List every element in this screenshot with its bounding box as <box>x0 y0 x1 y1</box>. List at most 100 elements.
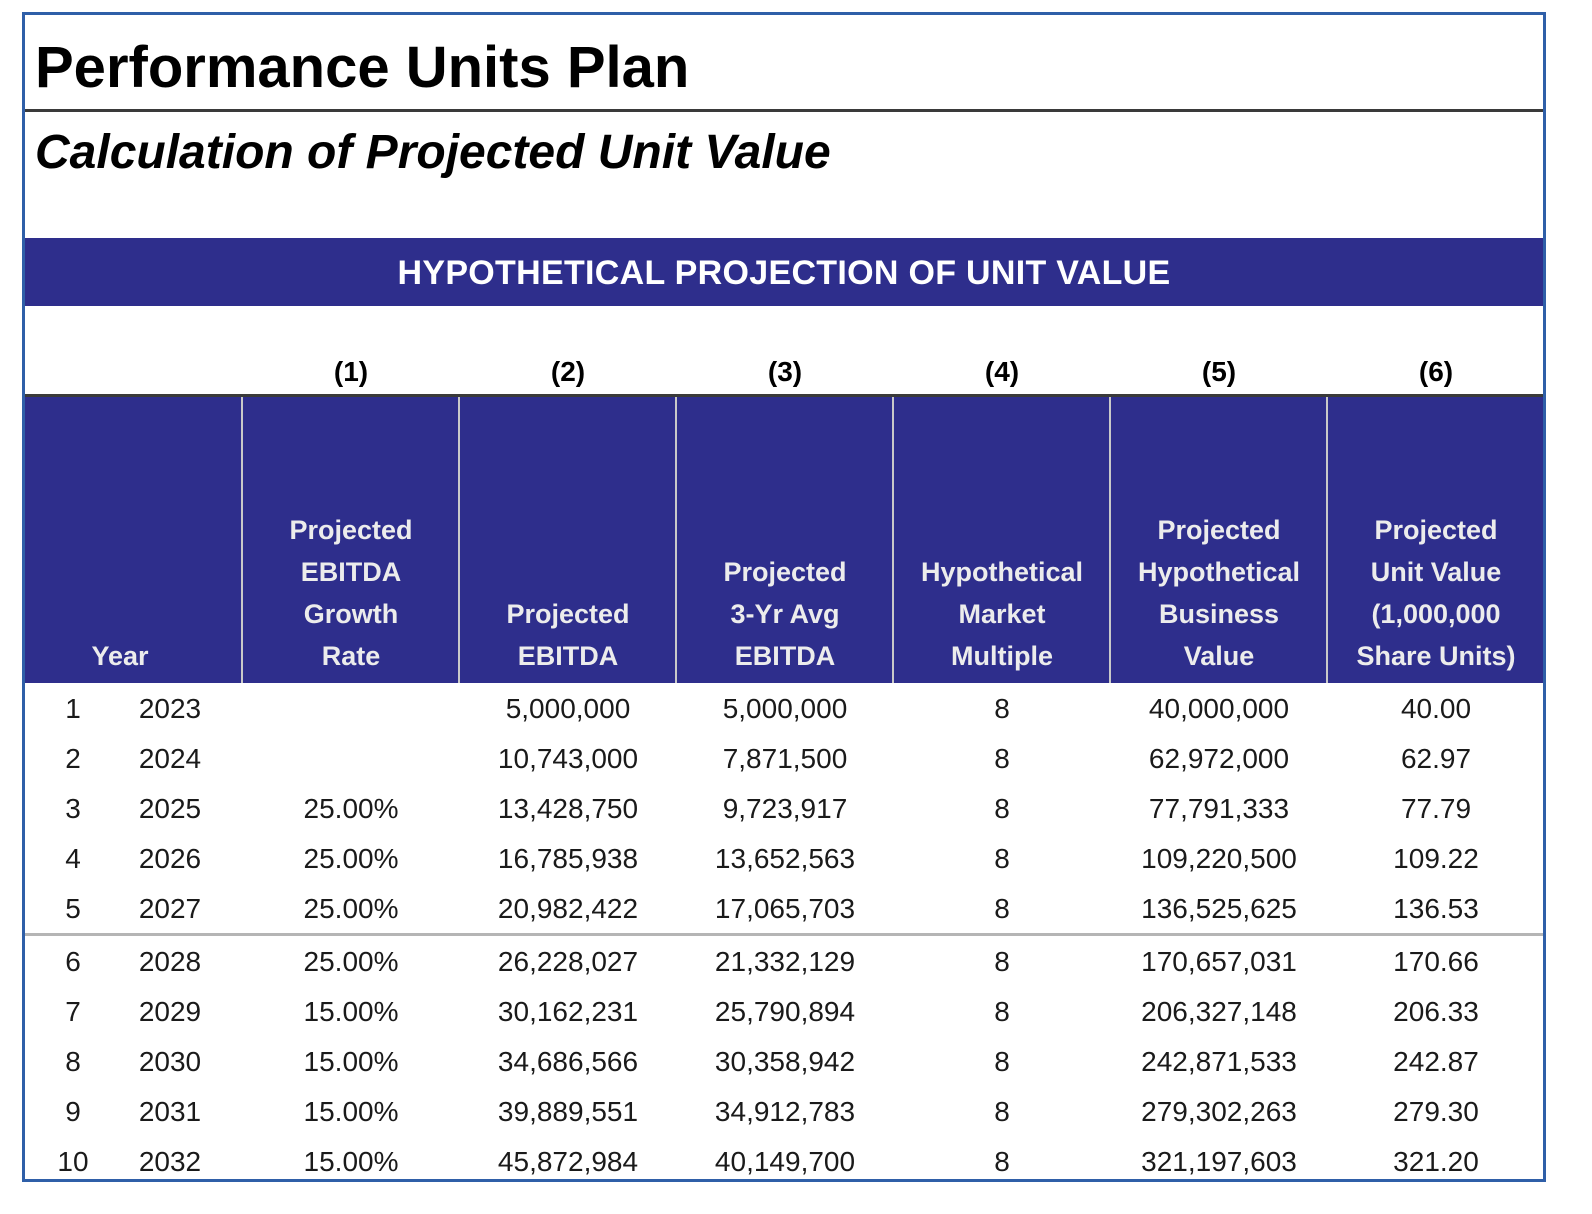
avg-ebitda-cell: 25,790,894 <box>714 996 856 1027</box>
column-number-5: (5) <box>1201 356 1237 387</box>
growth-rate-cell: 25.00% <box>303 793 399 824</box>
table-row: 4 2026 25.00% 16,785,938 13,652,563 8 10… <box>25 833 1543 883</box>
table-row: 5 2027 25.00% 20,982,422 17,065,703 8 13… <box>25 883 1543 933</box>
ebitda-cell: 26,228,027 <box>497 946 639 977</box>
header-line: EBITDA <box>734 641 836 671</box>
row-year: 2024 <box>138 743 202 774</box>
header-growth-rate: Projected EBITDA Growth Rate <box>243 509 459 677</box>
row-index: 5 <box>65 893 81 924</box>
row-year: 2028 <box>138 946 202 977</box>
column-number-4: (4) <box>984 356 1020 387</box>
row-index: 3 <box>65 793 81 824</box>
unit-value-cell: 206.33 <box>1393 996 1479 1027</box>
unit-value-cell: 279.30 <box>1393 1096 1479 1127</box>
avg-ebitda-cell: 5,000,000 <box>722 693 848 724</box>
ebitda-cell: 20,982,422 <box>497 893 639 924</box>
multiple-cell: 8 <box>994 1096 1010 1127</box>
table-row: 3 2025 25.00% 13,428,750 9,723,917 8 77,… <box>25 783 1543 833</box>
growth-rate-cell: 15.00% <box>303 996 399 1027</box>
table-row: 10 2032 15.00% 45,872,984 40,149,700 8 3… <box>25 1136 1543 1179</box>
title-divider <box>25 109 1543 112</box>
header-line: (1,000,000 <box>1371 599 1501 629</box>
ebitda-cell: 39,889,551 <box>497 1096 639 1127</box>
ebitda-cell: 45,872,984 <box>497 1146 639 1177</box>
growth-rate-cell: 25.00% <box>303 893 399 924</box>
ebitda-cell: 13,428,750 <box>497 793 639 824</box>
multiple-cell: 8 <box>994 946 1010 977</box>
growth-rate-cell: 15.00% <box>303 1046 399 1077</box>
business-value-cell: 77,791,333 <box>1148 793 1290 824</box>
header-line: 3-Yr Avg <box>730 599 840 629</box>
page-title: Performance Units Plan <box>35 35 690 100</box>
header-line: Hypothetical <box>1137 557 1301 587</box>
header-divider <box>458 397 460 683</box>
unit-value-cell: 170.66 <box>1393 946 1479 977</box>
header-line: Unit Value <box>1370 557 1502 587</box>
row-index: 2 <box>65 743 81 774</box>
multiple-cell: 8 <box>994 893 1010 924</box>
header-line: Projected <box>1374 515 1498 545</box>
multiple-cell: 8 <box>994 1046 1010 1077</box>
unit-value-cell: 136.53 <box>1393 893 1479 924</box>
business-value-cell: 109,220,500 <box>1141 843 1297 874</box>
table-header: Year Projected EBITDA Growth Rate Projec… <box>25 397 1543 683</box>
growth-rate-cell <box>243 683 459 733</box>
multiple-cell: 8 <box>994 843 1010 874</box>
column-number-6: (6) <box>1418 356 1454 387</box>
header-unit-value: Projected Unit Value (1,000,000 Share Un… <box>1328 509 1543 677</box>
header-line: Rate <box>321 641 381 671</box>
header-divider <box>1326 397 1328 683</box>
multiple-cell: 8 <box>994 743 1010 774</box>
row-index: 10 <box>57 1146 89 1177</box>
page-subtitle: Calculation of Projected Unit Value <box>35 126 831 179</box>
header-line: Value <box>1183 641 1255 671</box>
unit-value-cell: 62.97 <box>1400 743 1472 774</box>
header-3yr-avg-ebitda: Projected 3-Yr Avg EBITDA <box>677 551 893 677</box>
avg-ebitda-cell: 30,358,942 <box>714 1046 856 1077</box>
row-year: 2029 <box>138 996 202 1027</box>
growth-rate-cell: 15.00% <box>303 1146 399 1177</box>
avg-ebitda-cell: 7,871,500 <box>722 743 848 774</box>
table-row: 8 2030 15.00% 34,686,566 30,358,942 8 24… <box>25 1036 1543 1086</box>
header-line: Business <box>1158 599 1280 629</box>
row-year: 2025 <box>138 793 202 824</box>
row-index: 8 <box>65 1046 81 1077</box>
avg-ebitda-cell: 13,652,563 <box>714 843 856 874</box>
header-line: Projected <box>1157 515 1281 545</box>
row-year: 2032 <box>138 1146 202 1177</box>
header-market-multiple: Hypothetical Market Multiple <box>894 551 1110 677</box>
column-number-2: (2) <box>550 356 586 387</box>
business-value-cell: 170,657,031 <box>1141 946 1297 977</box>
unit-value-cell: 242.87 <box>1393 1046 1479 1077</box>
unit-value-cell: 40.00 <box>1400 693 1472 724</box>
table-row: 2 2024 10,743,000 7,871,500 8 62,972,000… <box>25 733 1543 783</box>
table-row: 1 2023 5,000,000 5,000,000 8 40,000,000 … <box>25 683 1543 733</box>
column-number-1: (1) <box>333 356 369 387</box>
table-row: 9 2031 15.00% 39,889,551 34,912,783 8 27… <box>25 1086 1543 1136</box>
ebitda-cell: 16,785,938 <box>497 843 639 874</box>
row-year: 2031 <box>138 1096 202 1127</box>
growth-rate-cell: 25.00% <box>303 843 399 874</box>
header-line: Multiple <box>951 641 1053 671</box>
unit-value-cell: 321.20 <box>1393 1146 1479 1177</box>
row-year: 2023 <box>138 693 202 724</box>
multiple-cell: 8 <box>994 996 1010 1027</box>
header-business-value: Projected Hypothetical Business Value <box>1111 509 1327 677</box>
header-divider <box>1109 397 1111 683</box>
row-index: 7 <box>65 996 81 1027</box>
header-line: Growth <box>303 599 399 629</box>
avg-ebitda-cell: 9,723,917 <box>722 793 848 824</box>
table-row: 7 2029 15.00% 30,162,231 25,790,894 8 20… <box>25 986 1543 1036</box>
business-value-cell: 206,327,148 <box>1141 996 1297 1027</box>
avg-ebitda-cell: 40,149,700 <box>714 1146 856 1177</box>
table-row: 6 2028 25.00% 26,228,027 21,332,129 8 17… <box>25 933 1543 986</box>
business-value-cell: 242,871,533 <box>1141 1046 1297 1077</box>
column-number-3: (3) <box>767 356 803 387</box>
ebitda-cell: 30,162,231 <box>497 996 639 1027</box>
header-line: Projected <box>289 515 413 545</box>
table-banner: HYPOTHETICAL PROJECTION OF UNIT VALUE <box>25 238 1543 306</box>
header-line: Projected <box>506 599 630 629</box>
business-value-cell: 321,197,603 <box>1141 1146 1297 1177</box>
multiple-cell: 8 <box>994 693 1010 724</box>
unit-value-cell: 77.79 <box>1400 793 1472 824</box>
